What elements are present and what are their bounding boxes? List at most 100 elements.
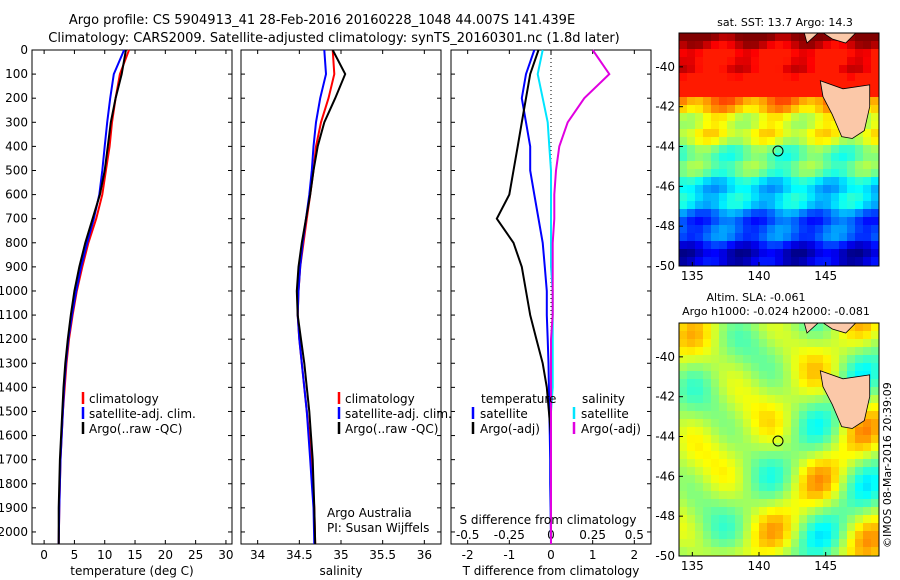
map-cell xyxy=(799,323,807,331)
map-cell xyxy=(711,411,719,419)
map-cell xyxy=(695,225,703,233)
map-cell xyxy=(743,483,751,491)
map-cell xyxy=(767,73,775,81)
map-cell xyxy=(751,33,759,41)
map-cell xyxy=(799,89,807,97)
map-cell xyxy=(831,435,839,443)
map-cell xyxy=(751,379,759,387)
map-cell xyxy=(743,515,751,523)
map-cell xyxy=(719,507,727,515)
map-cell xyxy=(863,451,871,459)
map-cell xyxy=(743,209,751,217)
map-cell xyxy=(799,105,807,113)
map-cell xyxy=(703,515,711,523)
map-cell xyxy=(839,233,847,241)
map-cell xyxy=(743,347,751,355)
map-cell xyxy=(687,193,695,201)
map-cell xyxy=(751,515,759,523)
map-cell xyxy=(775,145,783,153)
map-cell xyxy=(767,547,775,555)
map-cell xyxy=(863,41,871,49)
map-cell xyxy=(679,379,687,387)
map-cell xyxy=(855,209,863,217)
map-cell xyxy=(751,121,759,129)
map-cell xyxy=(783,427,791,435)
map-cell xyxy=(831,129,839,137)
map-cell xyxy=(831,507,839,515)
map-cell xyxy=(815,467,823,475)
map-cell xyxy=(783,363,791,371)
legend-title-temperature: temperature xyxy=(481,392,556,406)
map-cell xyxy=(727,395,735,403)
map-cell xyxy=(727,49,735,57)
map-cell xyxy=(679,395,687,403)
map-cell xyxy=(759,153,767,161)
map-cell xyxy=(727,209,735,217)
map-cell xyxy=(799,523,807,531)
map-cell xyxy=(719,97,727,105)
map-cell xyxy=(783,257,791,265)
map-cell xyxy=(855,531,863,539)
map-cell xyxy=(815,209,823,217)
map-cell xyxy=(711,73,719,81)
map-cell xyxy=(767,323,775,331)
map-cell xyxy=(711,257,719,265)
argo-location-marker xyxy=(772,435,784,447)
map-cell xyxy=(711,475,719,483)
map-cell xyxy=(703,225,711,233)
map-cell xyxy=(743,73,751,81)
map-cell xyxy=(727,411,735,419)
map-cell xyxy=(767,249,775,257)
map-cell xyxy=(703,41,711,49)
map-cell xyxy=(711,121,719,129)
map-cell xyxy=(687,403,695,411)
map-cell xyxy=(807,491,815,499)
map-cell xyxy=(767,225,775,233)
map-cell xyxy=(783,209,791,217)
map-cell xyxy=(727,81,735,89)
map-cell xyxy=(703,523,711,531)
map-cell xyxy=(743,57,751,65)
map-cell xyxy=(839,193,847,201)
map-cell xyxy=(687,241,695,249)
map-cell xyxy=(807,241,815,249)
map-cell xyxy=(719,411,727,419)
map-cell xyxy=(871,57,879,65)
map-cell xyxy=(751,97,759,105)
map-cell xyxy=(783,121,791,129)
map-cell xyxy=(775,499,783,507)
map-cell xyxy=(775,73,783,81)
map-cell xyxy=(679,81,687,89)
map-cell xyxy=(831,249,839,257)
map-cell xyxy=(871,363,879,371)
map-cell xyxy=(799,475,807,483)
map-cell xyxy=(695,201,703,209)
map-cell xyxy=(807,355,815,363)
map-cell xyxy=(855,81,863,89)
map-cell xyxy=(743,523,751,531)
legend-title-salinity: salinity xyxy=(582,392,625,406)
map-cell xyxy=(815,499,823,507)
map-cell xyxy=(799,419,807,427)
map-cell xyxy=(831,459,839,467)
map-cell xyxy=(775,241,783,249)
map-cell xyxy=(775,379,783,387)
map-cell xyxy=(871,81,879,89)
salinity-panel: 34 34.5 35 35.5 36 salinity xyxy=(240,49,442,578)
map-cell xyxy=(799,153,807,161)
map-cell xyxy=(799,137,807,145)
map-cell xyxy=(759,121,767,129)
map-cell xyxy=(839,371,847,379)
map-cell xyxy=(783,137,791,145)
map-cell xyxy=(711,379,719,387)
lat-tick-label: -44 xyxy=(655,140,675,154)
map-cell xyxy=(783,539,791,547)
map-cell xyxy=(751,475,759,483)
map-cell xyxy=(719,515,727,523)
map-cell xyxy=(687,475,695,483)
map-cell xyxy=(871,355,879,363)
map-cell xyxy=(783,97,791,105)
map-cell xyxy=(871,137,879,145)
map-cell xyxy=(831,121,839,129)
map-cell xyxy=(815,427,823,435)
